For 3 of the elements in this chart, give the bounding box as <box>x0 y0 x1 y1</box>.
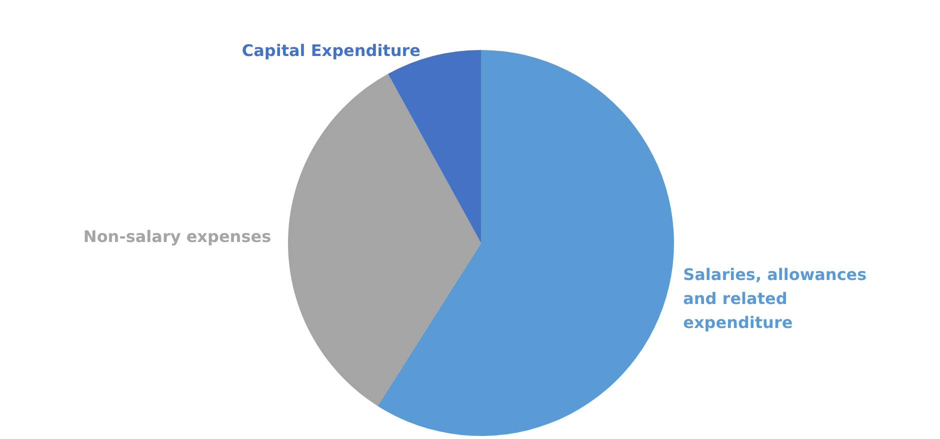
slice-label: Salaries, allowances and related expenditure <box>683 265 872 332</box>
slice-label: Non-salary expenses <box>83 227 272 246</box>
slice-label: Capital Expenditure <box>242 40 421 60</box>
